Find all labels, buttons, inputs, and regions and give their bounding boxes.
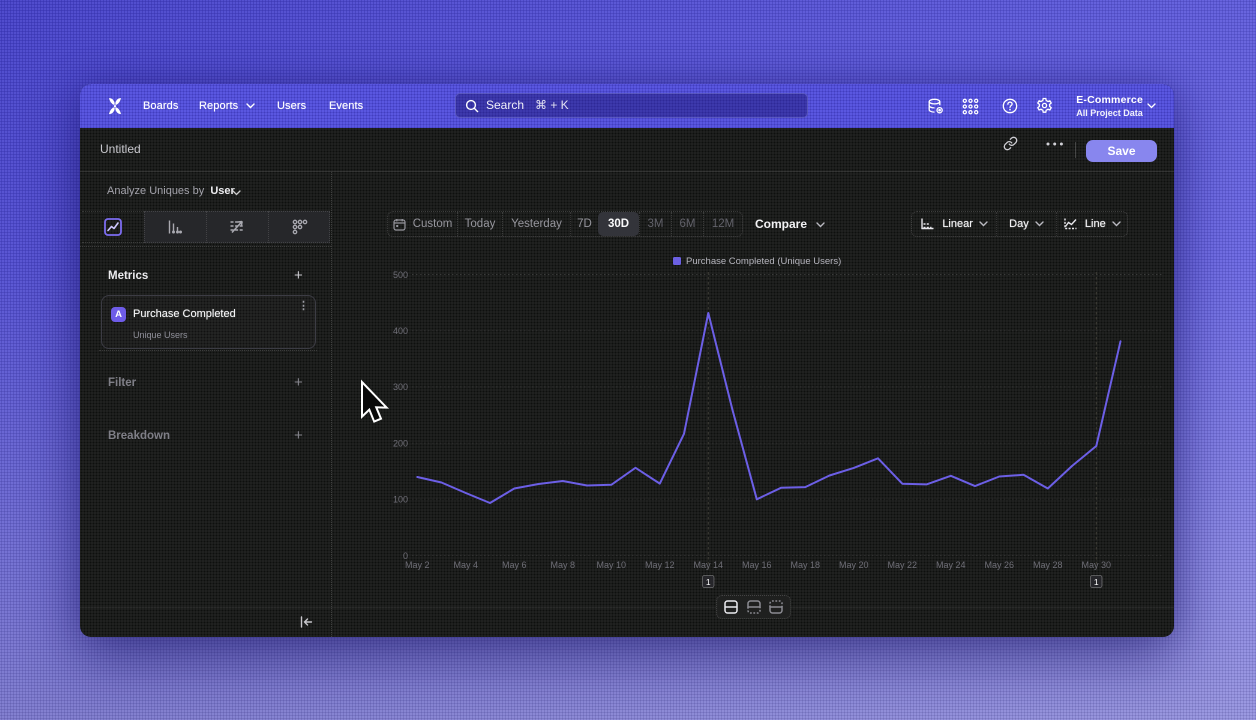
svg-text:May 26: May 26	[985, 560, 1015, 570]
svg-text:May 10: May 10	[597, 560, 627, 570]
svg-text:May 8: May 8	[551, 560, 576, 570]
svg-text:May 14: May 14	[694, 560, 724, 570]
svg-text:1: 1	[706, 577, 711, 587]
svg-text:May 4: May 4	[454, 560, 479, 570]
svg-text:May 22: May 22	[888, 560, 918, 570]
svg-text:100: 100	[393, 495, 408, 505]
svg-text:May 20: May 20	[839, 560, 869, 570]
svg-text:May 12: May 12	[645, 560, 675, 570]
svg-text:May 28: May 28	[1033, 560, 1063, 570]
svg-text:0: 0	[403, 551, 408, 561]
svg-text:300: 300	[393, 382, 408, 392]
svg-text:May 6: May 6	[502, 560, 527, 570]
svg-text:1: 1	[1094, 577, 1099, 587]
svg-text:400: 400	[393, 326, 408, 336]
svg-text:May 2: May 2	[405, 560, 430, 570]
svg-text:500: 500	[393, 270, 408, 280]
svg-text:May 24: May 24	[936, 560, 966, 570]
svg-text:May 16: May 16	[742, 560, 772, 570]
svg-text:May 30: May 30	[1082, 560, 1112, 570]
svg-text:200: 200	[393, 439, 408, 449]
svg-text:May 18: May 18	[791, 560, 821, 570]
